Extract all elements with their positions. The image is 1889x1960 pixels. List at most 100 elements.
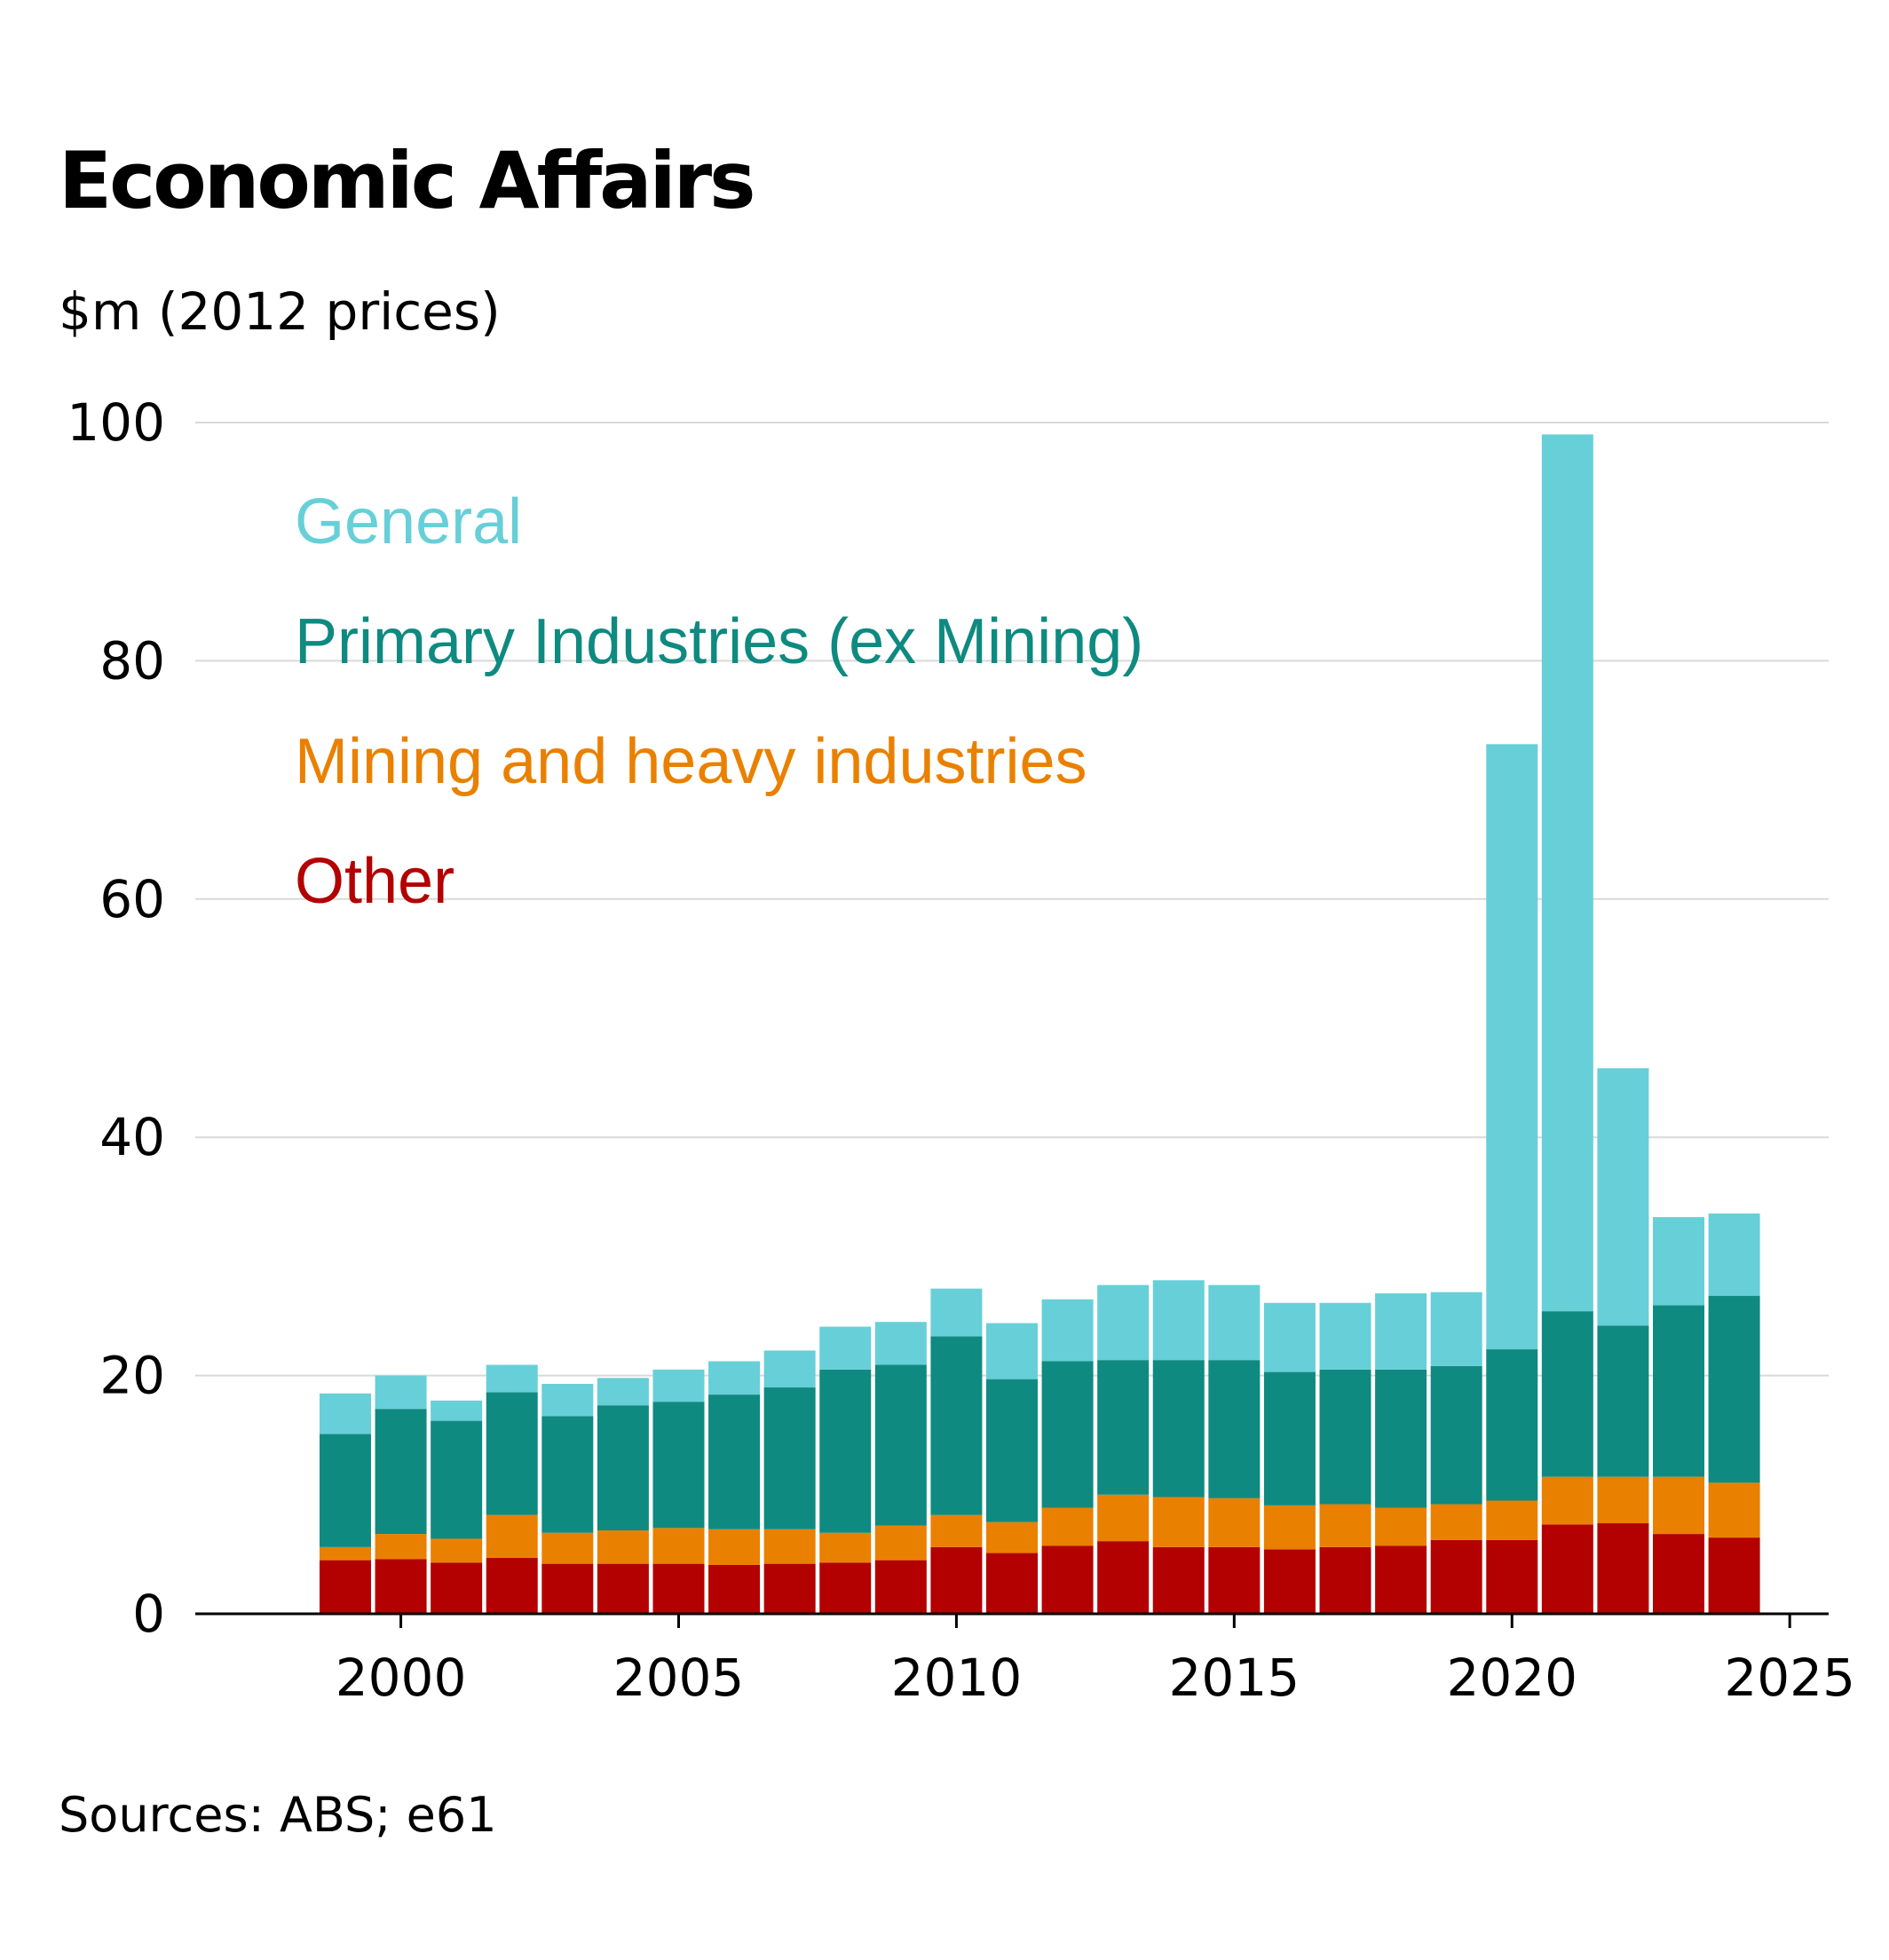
legend-item: Other	[295, 846, 454, 917]
legend: General Primary Industries (ex Mining) Min…	[295, 486, 1143, 917]
bar-segment	[1486, 1539, 1538, 1614]
source-note: Sources: ABS; e61	[59, 1787, 497, 1843]
bar-segment	[1041, 1299, 1094, 1362]
bar-segment	[431, 1420, 483, 1539]
bar-segment	[1597, 1068, 1649, 1326]
bar-segment	[431, 1562, 483, 1614]
bar-segment	[930, 1546, 983, 1614]
bar-segment	[1430, 1504, 1482, 1540]
bar-segment	[1375, 1545, 1427, 1614]
bar-segment	[708, 1395, 761, 1529]
bar-segment	[874, 1322, 927, 1365]
bar-segment	[319, 1434, 371, 1547]
bar-segment	[486, 1364, 538, 1393]
bar-segment	[1597, 1325, 1649, 1477]
bar-segment	[541, 1532, 594, 1564]
bar-segment	[1319, 1369, 1371, 1505]
axes: 0 20 40 60 80 100 2000 2005 2010 2015 2020 2025	[67, 392, 1855, 1708]
x-tick-label: 2010	[891, 1648, 1023, 1708]
bar-segment	[375, 1375, 427, 1410]
bar-segment	[1486, 1349, 1538, 1501]
x-tick-label: 2005	[613, 1648, 745, 1708]
bar-segment	[1375, 1369, 1427, 1508]
bar-segment	[1653, 1476, 1705, 1535]
bar-segment	[1597, 1523, 1649, 1614]
bar-segment	[874, 1364, 927, 1526]
legend-item: Primary Industries (ex Mining)	[295, 606, 1143, 677]
bar-segment	[1708, 1213, 1760, 1296]
bar-segment	[1708, 1537, 1760, 1614]
bar-segment	[763, 1563, 816, 1614]
bar-segment	[486, 1514, 538, 1558]
bar-segment	[1208, 1498, 1261, 1547]
y-tick-label: 100	[67, 392, 165, 453]
bar-segment	[1375, 1293, 1427, 1370]
bar-segment	[1097, 1360, 1150, 1495]
bar-segment	[1263, 1371, 1316, 1506]
bar-segment	[708, 1529, 761, 1565]
bar-segment	[1375, 1507, 1427, 1546]
bar-segment	[1208, 1546, 1261, 1614]
bar-segment	[652, 1563, 705, 1614]
bar-segment	[874, 1525, 927, 1561]
bar-segment	[486, 1392, 538, 1515]
legend-item: General	[295, 486, 522, 557]
bar-segment	[1430, 1539, 1482, 1614]
bar-segment	[375, 1409, 427, 1535]
bar-segment	[874, 1560, 927, 1614]
bar-segment	[1152, 1360, 1205, 1498]
bar-segment	[597, 1563, 649, 1614]
bar-segment	[319, 1546, 371, 1561]
bar-segment	[1097, 1284, 1150, 1361]
bar-segment	[930, 1514, 983, 1547]
bar-segment	[1653, 1305, 1705, 1477]
bar-segment	[986, 1379, 1038, 1522]
bar-segment	[763, 1350, 816, 1388]
bar-segment	[1097, 1494, 1150, 1542]
bar-segment	[597, 1378, 649, 1406]
y-tick-label: 0	[132, 1584, 165, 1644]
y-tick-label: 20	[99, 1346, 165, 1406]
bar-segment	[1541, 1476, 1593, 1525]
y-tick-label: 60	[99, 869, 165, 929]
bar-segment	[1486, 1500, 1538, 1540]
bar-segment	[431, 1538, 483, 1563]
bar-segment	[708, 1361, 761, 1395]
bar-segment	[1708, 1295, 1760, 1483]
y-tick-label: 80	[99, 630, 165, 691]
chart-title: Economic Affairs	[59, 135, 755, 226]
bar-segment	[1708, 1482, 1760, 1538]
bar-segment	[1486, 744, 1538, 1350]
bar-segment	[1208, 1360, 1261, 1498]
bar-segment	[1653, 1534, 1705, 1614]
bar-segment	[652, 1402, 705, 1529]
bar-segment	[1541, 1311, 1593, 1477]
bar-segment	[375, 1559, 427, 1614]
bar-segment	[1263, 1549, 1316, 1614]
bar-segment	[597, 1530, 649, 1564]
x-tick-label: 2000	[336, 1648, 467, 1708]
bar-segment	[1653, 1217, 1705, 1306]
bar-segment	[1041, 1507, 1094, 1546]
bar-segment	[819, 1532, 872, 1563]
bar-segment	[1430, 1292, 1482, 1366]
bar-segment	[930, 1288, 983, 1337]
bar-segment	[541, 1383, 594, 1417]
bar-segment	[1541, 1524, 1593, 1614]
bar-segment	[652, 1369, 705, 1403]
bars	[319, 434, 1760, 1614]
bar-segment	[763, 1387, 816, 1529]
bar-segment	[1319, 1504, 1371, 1547]
bar-segment	[1041, 1545, 1094, 1614]
bar-segment	[763, 1529, 816, 1564]
bar-segment	[1597, 1476, 1649, 1524]
bar-segment	[652, 1528, 705, 1564]
x-tick-label: 2025	[1724, 1648, 1855, 1708]
x-tick-label: 2020	[1446, 1648, 1577, 1708]
bar-segment	[708, 1564, 761, 1614]
bar-segment	[1263, 1505, 1316, 1550]
bar-segment	[375, 1534, 427, 1560]
bar-segment	[986, 1323, 1038, 1379]
bar-segment	[1263, 1302, 1316, 1372]
